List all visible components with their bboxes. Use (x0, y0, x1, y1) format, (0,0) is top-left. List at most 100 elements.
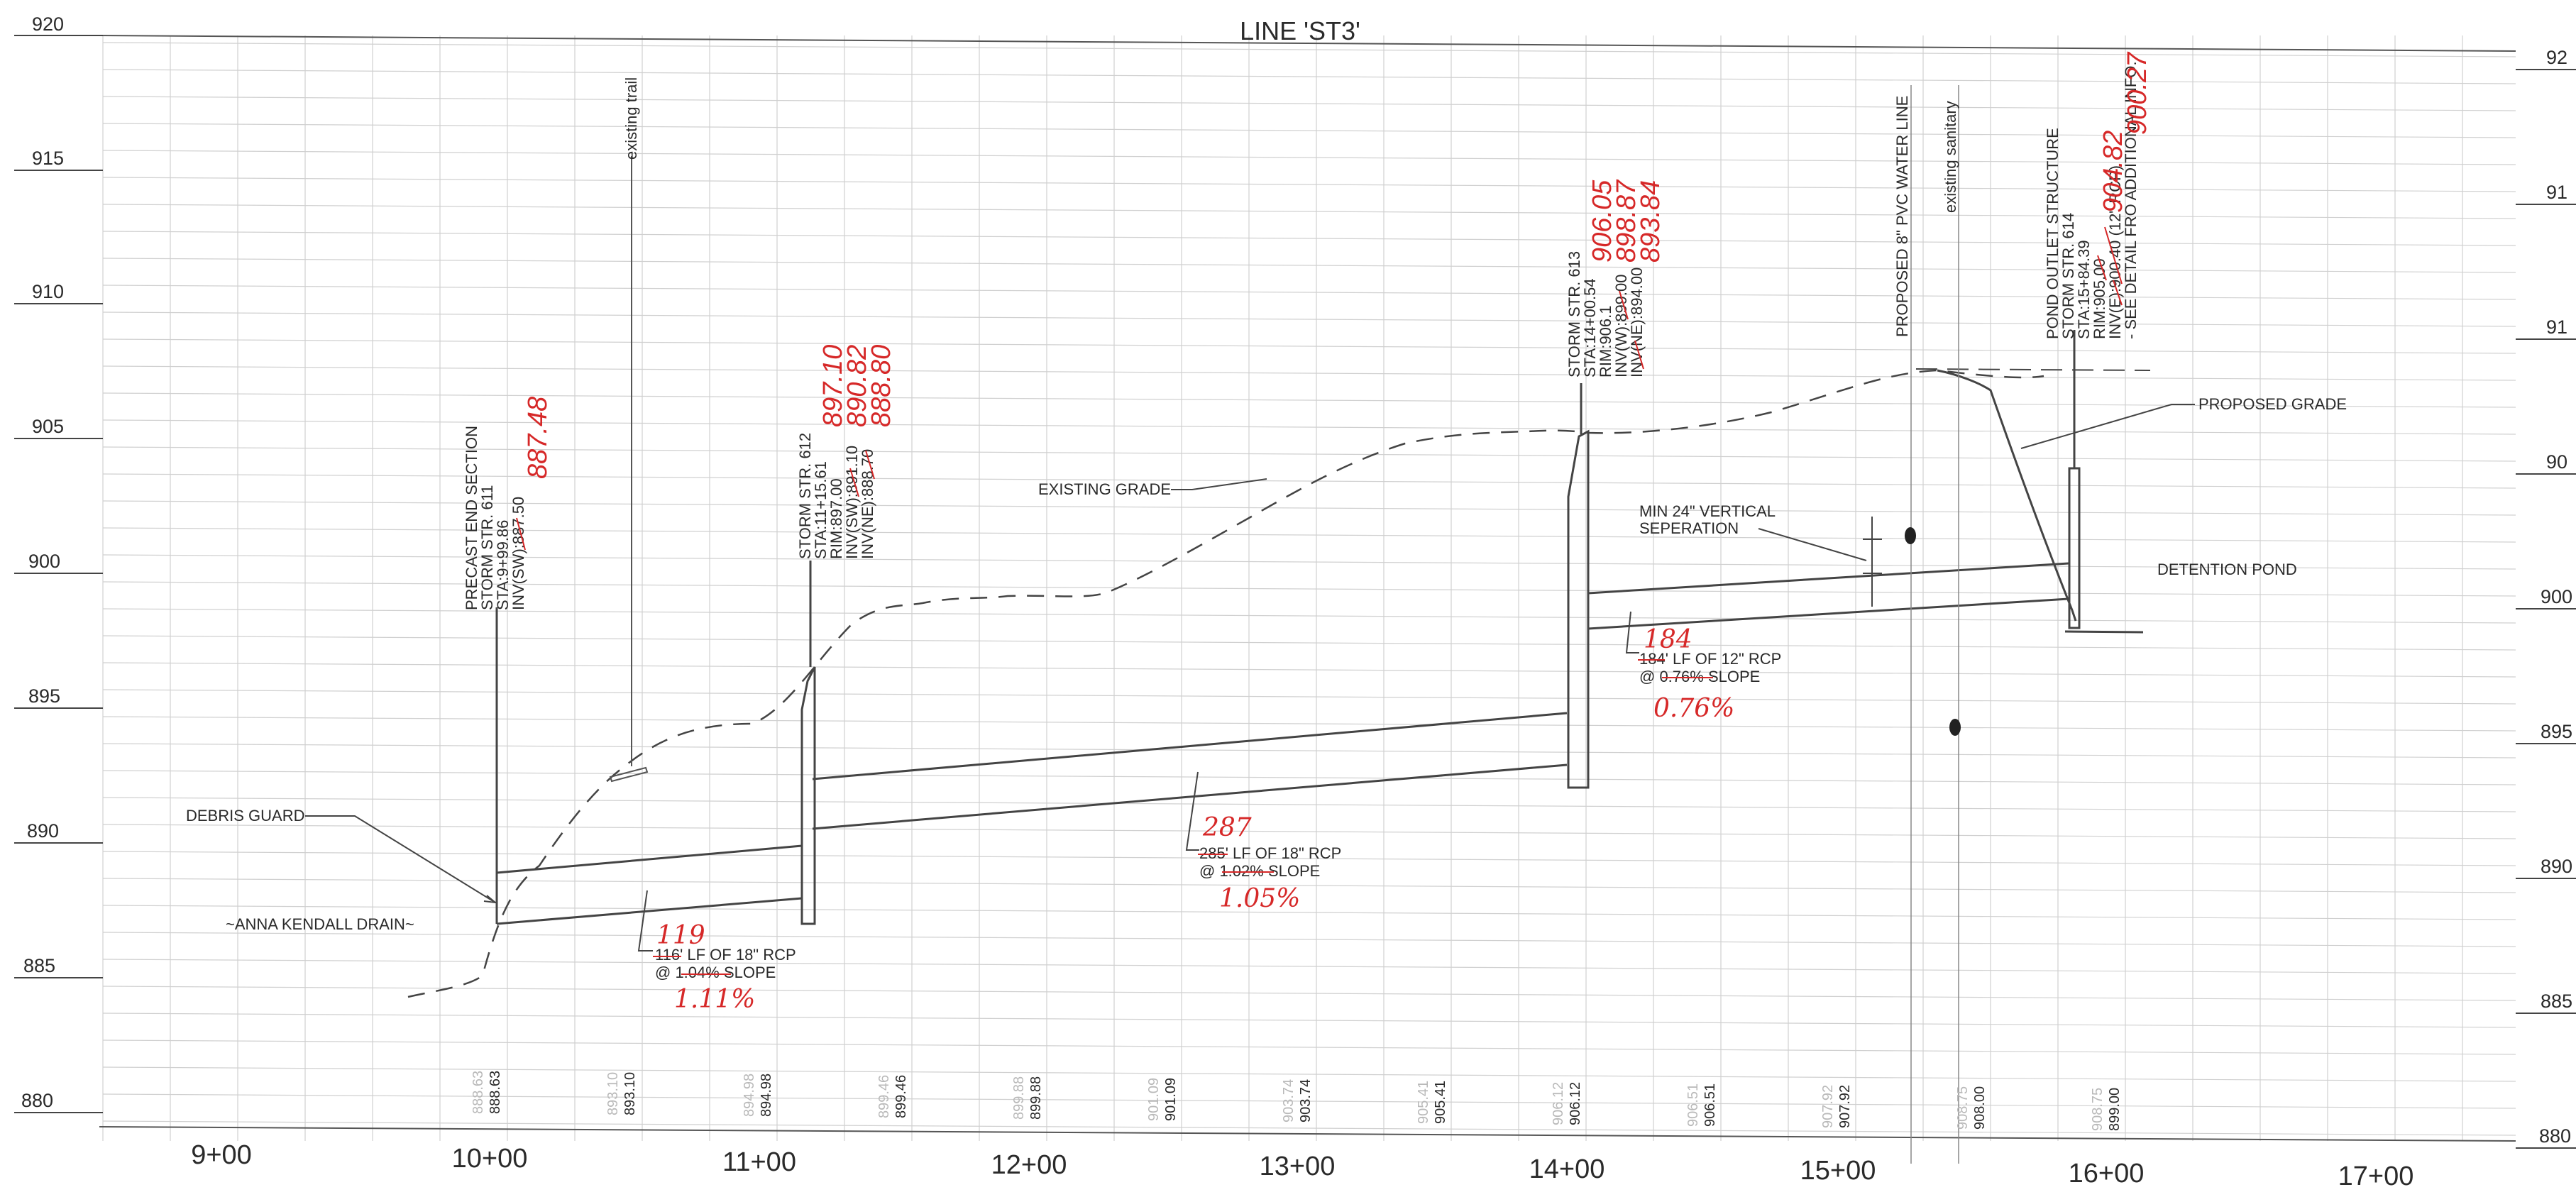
grid-line-horizontal (102, 500, 2516, 516)
red-strikes (516, 226, 2123, 551)
pipe2-invert (812, 763, 1568, 830)
elevation-readout: 907.92 (1820, 1085, 1836, 1128)
str614-line: RIM:905.00 (2091, 258, 2108, 339)
pipe2-crown (812, 712, 1568, 780)
grid-line-horizontal (102, 258, 2516, 273)
str613-body (1567, 429, 1590, 789)
grid-line-horizontal (102, 123, 2516, 138)
grid-line-horizontal (102, 42, 2516, 57)
elevation-label: 910 (32, 281, 64, 302)
elevation-readout: 908.00 (1972, 1086, 1988, 1130)
pipe2-red-slope: 1.05% (1219, 884, 1300, 913)
str612-line: INV(SW):891.10 (843, 446, 861, 559)
pipe1-red-length: 119 (656, 921, 705, 950)
pipe1-length: 116' LF OF 18" RCP (655, 946, 796, 964)
structures (495, 330, 2081, 925)
pipe3-invert (1587, 597, 2069, 630)
grid-line-horizontal (102, 1066, 2516, 1082)
grid-line-horizontal (102, 554, 2516, 570)
elevation-label: 92 (2546, 47, 2567, 68)
grid-line-horizontal (102, 1093, 2516, 1109)
grid-line-horizontal (102, 635, 2516, 651)
grid-line-horizontal (102, 689, 2516, 705)
str611-line: PRECAST END SECTION (463, 426, 480, 610)
elevation-label: 885 (23, 955, 55, 976)
grid-line-horizontal (102, 338, 2516, 354)
red-value: 888.80 (866, 345, 896, 427)
red-value: 890.82 (842, 345, 872, 427)
elevation-readout: 905.41 (1433, 1081, 1448, 1124)
separation-dimension (1863, 517, 1882, 607)
elevation-readout: 908.75 (2090, 1088, 2106, 1131)
grid-line-horizontal (102, 986, 2516, 1001)
str614-line: INV(E):900.40 (12" RCP) (2106, 165, 2124, 339)
grid-line-horizontal (102, 851, 2516, 866)
elevation-label: 885 (2541, 991, 2572, 1012)
grid-line-horizontal (102, 1013, 2516, 1028)
elevation-readout: 893.10 (622, 1072, 638, 1115)
elevation-readout: 893.10 (605, 1072, 621, 1115)
elevation-readout: 906.51 (1685, 1083, 1701, 1127)
elevation-readout: 888.63 (488, 1071, 503, 1114)
station-label: 14+00 (1529, 1154, 1605, 1184)
grid-line-horizontal (102, 150, 2516, 165)
elevation-readout: 894.98 (759, 1074, 774, 1117)
station-label: 16+00 (2069, 1159, 2145, 1188)
red-value: 898.87 (1612, 179, 1641, 263)
pipe3-length: 184' LF OF 12" RCP (1639, 650, 1781, 668)
elevation-readout: 903.74 (1281, 1079, 1297, 1122)
str614-line: STA:15+84.39 (2075, 240, 2093, 339)
str613-labels: STORM STR. 613 STA:14+00.54 RIM:906.1 IN… (1565, 251, 1646, 377)
elevation-readout: 907.92 (1837, 1085, 1853, 1128)
grid-line-horizontal (102, 662, 2516, 678)
grid-line-horizontal (102, 69, 2516, 84)
grid-line-horizontal (102, 365, 2516, 381)
existing-grade-label: EXISTING GRADE (1038, 480, 1171, 498)
red-value: 906.05 (1587, 180, 1617, 263)
grid (102, 35, 2516, 1141)
elevation-label: 905 (32, 416, 64, 437)
elevation-label: 90 (2546, 451, 2567, 473)
str611-line: INV(SW):887.50 (510, 497, 527, 610)
elevation-label: 91 (2546, 182, 2567, 203)
station-label: 12+00 (991, 1150, 1067, 1180)
elevation-readout: 899.88 (1028, 1076, 1044, 1120)
separation-leader (1758, 528, 1867, 561)
drawing-title: LINE 'ST3' (1240, 16, 1360, 45)
str614-line: STORM STR. 614 (2059, 213, 2077, 339)
station-label: 13+00 (1260, 1152, 1336, 1181)
elevation-readout: 894.98 (742, 1074, 757, 1117)
grid-line-horizontal (102, 231, 2516, 246)
red-value: 897.10 (818, 345, 848, 427)
str612-line: STORM STR. 612 (796, 433, 814, 559)
grid-line-horizontal (102, 311, 2516, 327)
grid-line-horizontal (102, 932, 2516, 947)
min-vertical-label: MIN 24" VERTICAL (1639, 502, 1776, 520)
station-label: 11+00 (722, 1147, 796, 1177)
elevation-readout: 899.46 (893, 1075, 909, 1118)
water-line-marker (1905, 527, 1916, 544)
pipe3-slope: @ 0.76% SLOPE (1639, 668, 1760, 685)
elevation-label: 920 (32, 13, 64, 35)
anna-kendall-label: ~ANNA KENDALL DRAIN~ (226, 915, 414, 933)
proposed-grade-label: PROPOSED GRADE (2198, 395, 2347, 413)
str612-body (800, 666, 816, 925)
detention-pond-label: DETENTION POND (2157, 561, 2297, 578)
str614-labels: POND OUTLET STRUCTURE STORM STR. 614 STA… (2044, 61, 2140, 339)
grid-line-horizontal (102, 824, 2516, 839)
profile-elevations-faint: 888.63 893.10 894.98 899.46 899.88 901.0… (470, 1071, 2106, 1131)
str613-line: STA:14+00.54 (1581, 278, 1599, 377)
str612-line: RIM:897.00 (827, 478, 845, 559)
elevation-readout: 906.12 (1568, 1082, 1583, 1125)
pipe3-crown (1587, 562, 2069, 595)
proposed-grade-leader (2020, 404, 2195, 449)
pipe2-length: 285' LF OF 18" RCP (1199, 844, 1341, 862)
elevation-readout: 905.41 (1416, 1081, 1431, 1124)
pipe3-red-slope: 0.76% (1653, 694, 1734, 723)
str613-line: INV(W):899.00 (1612, 275, 1630, 378)
elevation-label: 890 (27, 820, 59, 842)
debris-guard-arrow (483, 895, 498, 904)
elevation-ticks-left (14, 35, 103, 1113)
str612-red-values: 897.10 890.82 888.80 (818, 345, 896, 427)
